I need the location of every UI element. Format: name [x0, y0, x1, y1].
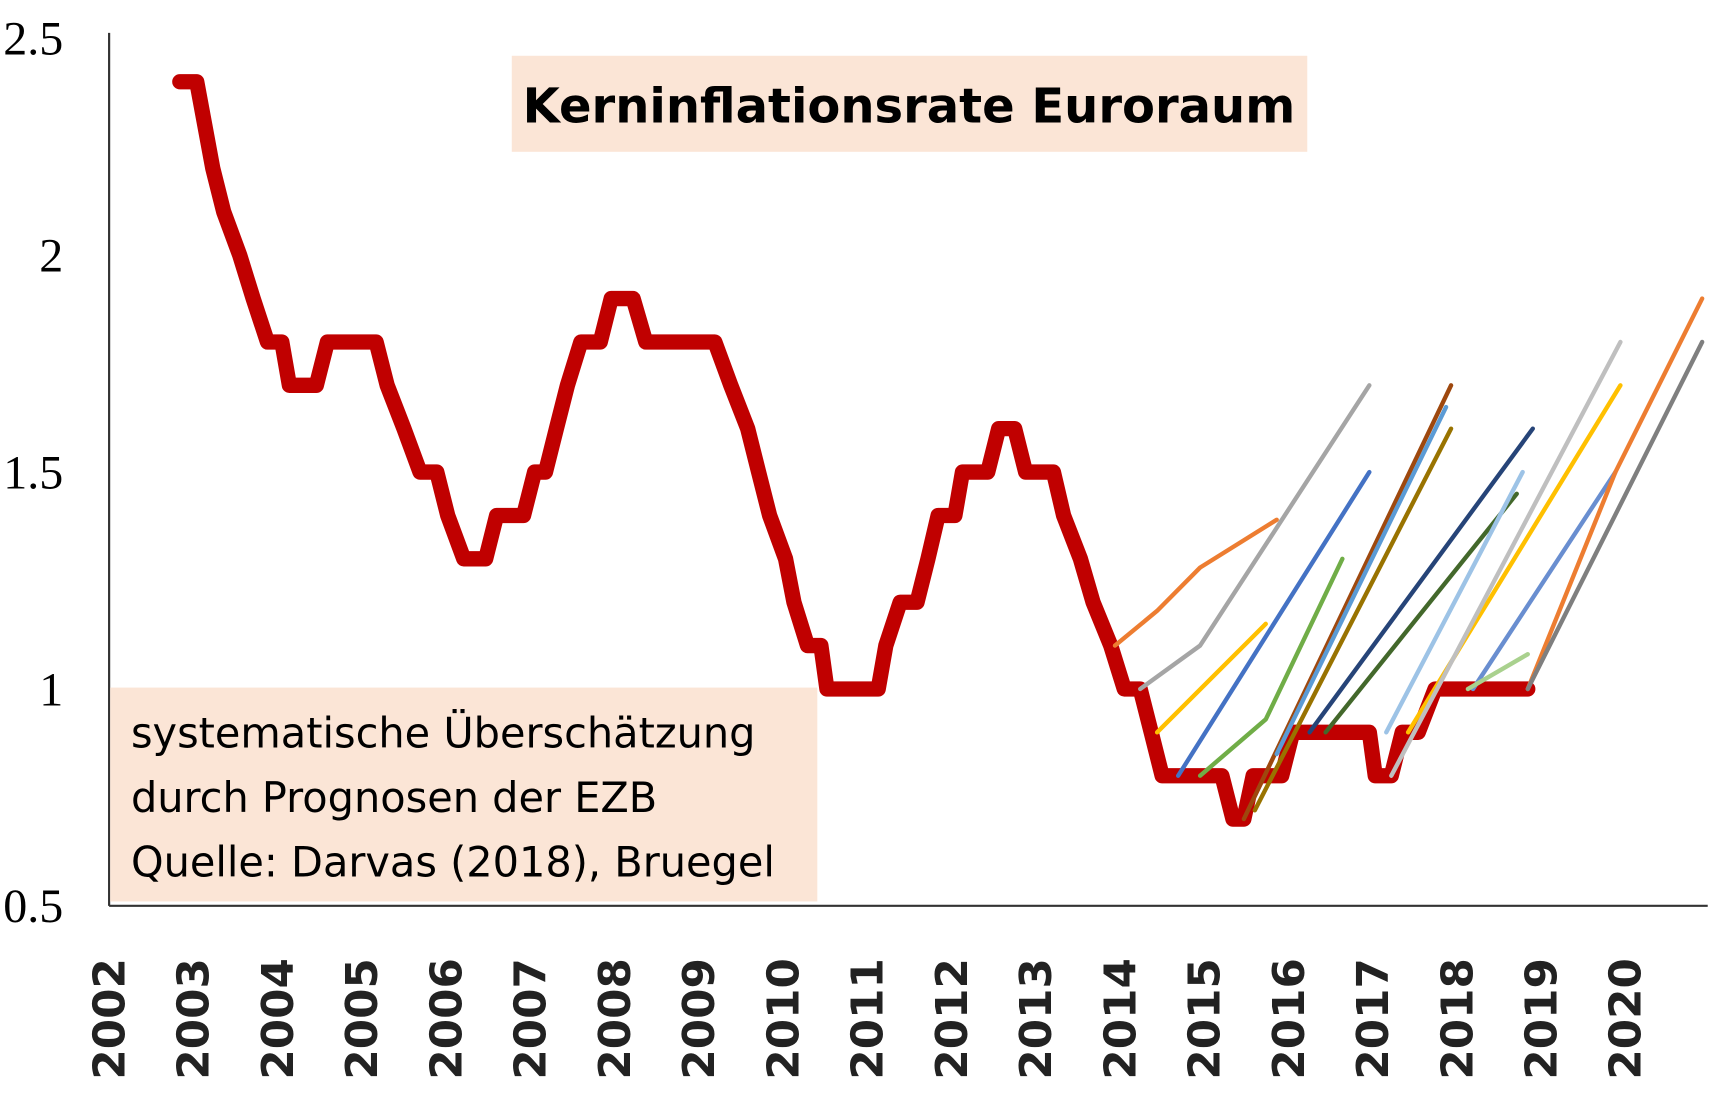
x-tick-label: 2009 [674, 958, 725, 1079]
annotation: Quelle: Darvas (2018), Bruegel [131, 838, 775, 886]
series-line [1389, 339, 1623, 778]
series-line [1112, 517, 1279, 648]
x-tick-label: 2020 [1601, 958, 1652, 1079]
series-line [1470, 469, 1618, 692]
x-tick-label: 2013 [1011, 958, 1062, 1079]
annotation-box [110, 687, 818, 902]
series-line [1252, 426, 1454, 813]
annotation: systematische Überschätzung [131, 710, 756, 758]
series-line [1384, 469, 1525, 735]
x-tick-label: 2010 [758, 958, 809, 1079]
title-box [511, 55, 1308, 152]
series-line [1525, 339, 1705, 692]
plot-area [172, 74, 1705, 827]
series-line [1138, 383, 1372, 692]
chart-title: Kerninflationsrate Euroraum [523, 78, 1296, 134]
series-line [1465, 652, 1530, 692]
series-line [1323, 491, 1519, 735]
x-tick-label: 2014 [1095, 958, 1146, 1079]
x-tick-label: 2016 [1264, 958, 1315, 1079]
x-tick-label: 2005 [337, 958, 388, 1079]
y-tick-label: 2.5 [3, 13, 63, 66]
x-tick-label: 2006 [421, 958, 472, 1079]
x-tick-label: 2018 [1432, 958, 1483, 1079]
x-tick-label: 2015 [1180, 958, 1231, 1079]
x-tick-label: 2008 [590, 958, 641, 1079]
series-line [1175, 469, 1372, 778]
series-line [1197, 556, 1345, 778]
x-tick-label: 2004 [253, 958, 304, 1079]
x-tick-label: 2017 [1348, 958, 1399, 1079]
annotation: durch Prognosen der EZB [131, 774, 657, 822]
series-line [1274, 404, 1449, 757]
x-tick-label: 2012 [927, 958, 978, 1079]
x-tick-label: 2019 [1517, 958, 1568, 1079]
x-tick-label: 2002 [84, 958, 135, 1079]
y-tick-label: 1 [39, 663, 63, 716]
y-tick-label: 1.5 [3, 446, 63, 499]
series-line [172, 74, 1536, 827]
series-line [1307, 426, 1535, 735]
series-line [1154, 621, 1268, 735]
x-tick-label: 2007 [506, 958, 557, 1079]
y-tick-label: 0.5 [3, 880, 63, 933]
y-tick-label: 2 [39, 230, 63, 283]
x-tick-label: 2011 [843, 958, 894, 1079]
x-tick-label: 2003 [169, 958, 220, 1079]
series-line [1525, 296, 1705, 692]
